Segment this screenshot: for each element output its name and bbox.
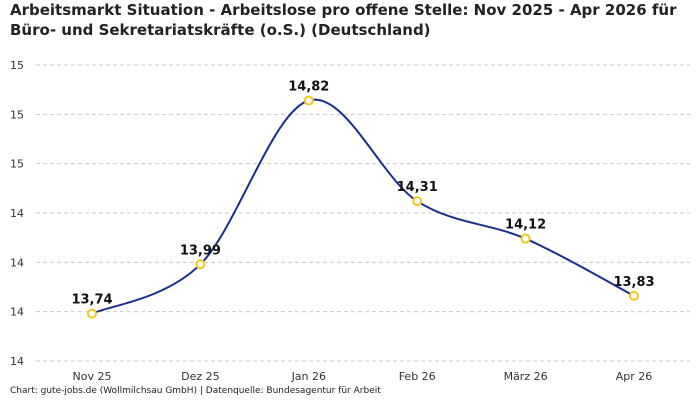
x-tick-label: Dez 25 [181, 370, 220, 383]
series-line-group [91, 98, 635, 315]
y-tick-label: 14 [10, 355, 24, 368]
data-point [303, 95, 314, 106]
y-tick-label: 15 [10, 108, 24, 121]
y-tick-label: 15 [10, 59, 24, 72]
data-point [520, 233, 531, 244]
y-tick-label: 14 [10, 256, 24, 269]
x-tick-label: Jan 26 [291, 370, 326, 383]
y-tick-label: 14 [10, 306, 24, 319]
data-point [195, 259, 206, 270]
data-labels: 13,74 13,99 14,82 14,31 14,12 13,83 [71, 80, 654, 308]
y-tick-label: 15 [10, 158, 24, 171]
series-line [91, 98, 635, 315]
data-label: 14,31 [397, 180, 438, 195]
chart-title: Arbeitsmarkt Situation - Arbeitslose pro… [10, 1, 677, 39]
x-tick-label: März 26 [504, 370, 548, 383]
data-point [629, 290, 639, 301]
data-label: 13,99 [180, 243, 221, 258]
x-tick-label: Nov 25 [73, 370, 112, 383]
y-axis-ticks: 15 15 15 14 14 14 14 [10, 59, 24, 368]
markers [87, 95, 639, 319]
x-axis-ticks: Nov 25 Dez 25 Jan 26 Feb 26 März 26 Apr 26 [73, 370, 653, 383]
data-label: 13,74 [71, 293, 112, 308]
x-tick-label: Apr 26 [616, 370, 653, 383]
data-point [412, 196, 423, 207]
data-label: 14,82 [288, 80, 329, 95]
x-tick-label: Feb 26 [399, 370, 436, 383]
data-label: 14,12 [505, 218, 546, 233]
y-tick-label: 14 [10, 207, 24, 220]
gridlines [36, 64, 690, 362]
chart-source-footer: Chart: gute-jobs.de (Wollmilchsau GmbH) … [10, 386, 381, 396]
data-point [87, 308, 97, 319]
data-label: 13,83 [613, 275, 654, 290]
